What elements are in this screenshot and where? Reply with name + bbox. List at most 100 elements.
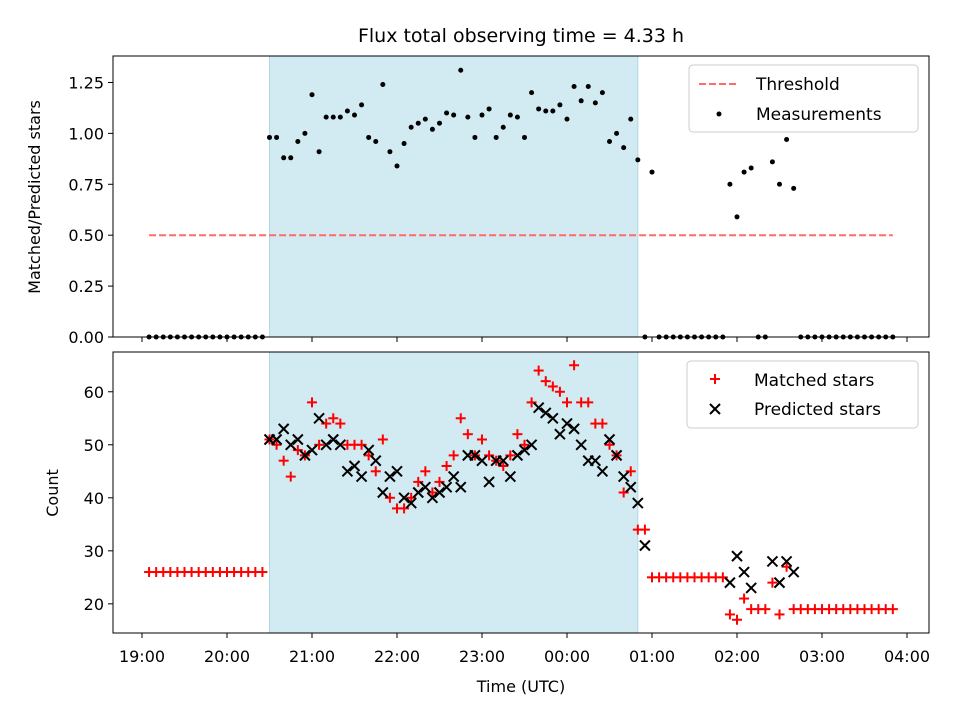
predicted-star-point	[299, 449, 311, 462]
measurement-point	[274, 134, 280, 140]
y-tick-label: 0.00	[68, 328, 104, 347]
measurement-point	[635, 157, 641, 163]
measurement-point	[578, 98, 584, 104]
matched-star-point	[420, 466, 431, 477]
measurement-point	[316, 149, 322, 155]
predicted-star-point	[433, 486, 446, 499]
matched-star-point	[547, 381, 558, 392]
matched-star-point	[413, 476, 424, 487]
matched-star-point	[562, 397, 572, 408]
predicted-star-point	[327, 433, 339, 446]
y-tick-label: 50	[84, 436, 104, 455]
measurement-point	[281, 155, 287, 161]
predicted-star-point	[348, 460, 361, 472]
y-tick-label: 0.75	[68, 175, 104, 194]
matched-star-point	[639, 524, 650, 535]
predicted-star-point	[511, 449, 524, 462]
predicted-star-point	[632, 497, 644, 509]
measurement-point	[741, 169, 747, 175]
matched-star-point	[732, 614, 742, 625]
matched-star-point	[314, 439, 325, 450]
predicted-star-point	[525, 439, 538, 451]
predicted-star-point	[568, 423, 580, 435]
predicted-star-point	[426, 492, 439, 504]
x-tick-label: 00:00	[544, 647, 590, 666]
matched-star-point	[484, 450, 495, 461]
matched-star-point	[427, 487, 438, 498]
measurement-point	[387, 149, 393, 155]
predicted-star-point	[731, 550, 743, 562]
predicted-star-point	[277, 423, 290, 435]
predicted-star-point	[455, 481, 467, 493]
predicted-star-point	[419, 481, 432, 493]
measurement-point	[352, 112, 357, 118]
matched-star-point	[377, 434, 388, 445]
measurement-point	[323, 114, 329, 120]
measurement-point	[529, 90, 535, 96]
predicted-star-point	[745, 582, 757, 594]
matched-star-point	[569, 360, 580, 371]
predicted-star-point	[625, 481, 637, 493]
matched-star-point	[554, 386, 565, 397]
matched-star-point	[519, 439, 530, 450]
measurement-point	[366, 134, 372, 140]
measurement-point	[592, 100, 598, 106]
predicted-star-point	[483, 476, 495, 488]
matched-star-point	[724, 609, 735, 620]
x-tick-label: 19:00	[119, 647, 165, 666]
measurement-point	[550, 108, 556, 114]
predicted-star-point	[384, 470, 396, 483]
measurement-point	[429, 126, 435, 132]
predicted-star-point	[773, 576, 786, 589]
predicted-star-point	[412, 486, 424, 499]
measurement-point	[599, 90, 605, 96]
matched-star-point	[285, 471, 296, 482]
predicted-star-point	[362, 444, 375, 456]
measurement-point	[628, 116, 634, 122]
observing-window-shade-top	[269, 55, 639, 338]
matched-star-point	[399, 503, 410, 514]
top-y-axis-label: Matched/Predicted stars	[25, 100, 44, 294]
matched-star-point	[335, 418, 346, 429]
bottom-axes-frame	[112, 351, 930, 634]
measurement-point	[571, 84, 577, 90]
matched-star-point	[321, 418, 332, 429]
matched-star-point	[604, 439, 615, 450]
y-tick-label: 40	[84, 489, 104, 508]
matched-star-point	[739, 593, 750, 604]
measurement-point	[295, 139, 301, 145]
measurement-point	[394, 163, 400, 169]
predicted-star-point	[738, 566, 750, 578]
y-tick-label: 30	[84, 542, 104, 561]
measurement-point	[791, 185, 797, 191]
matched-star-point	[462, 429, 473, 440]
bottom-panel: 20 30 40 50 60 19:00 20:00 21:00 22:00 23:00 00:0…	[43, 351, 930, 696]
x-tick-label: 01:00	[629, 647, 675, 666]
measurement-point	[337, 114, 343, 120]
legend-measurements-label: Measurements	[756, 105, 882, 125]
matched-star-point	[292, 445, 303, 456]
predicted-star-point	[405, 497, 417, 509]
predicted-star-point	[780, 555, 793, 568]
x-tick-label: 21:00	[289, 647, 335, 666]
observing-window	[269, 351, 639, 634]
predicted-star-point	[285, 439, 297, 451]
measurement-point	[422, 116, 428, 122]
measurement-point	[614, 130, 620, 136]
matched-star-point	[406, 492, 417, 503]
top-axes-frame	[112, 55, 930, 338]
matched-star-point	[477, 434, 487, 445]
measurement-point	[359, 102, 365, 108]
y-tick-label: 0.50	[68, 226, 104, 245]
predicted-stars-points	[263, 401, 800, 594]
predicted-star-point	[554, 428, 566, 440]
observing-window	[269, 55, 639, 338]
matched-star-point	[533, 365, 544, 376]
measurement-point	[585, 84, 591, 90]
predicted-star-point	[547, 412, 559, 424]
predicted-star-point	[617, 470, 630, 483]
matched-star-point	[505, 450, 516, 461]
measurement-point	[727, 181, 733, 187]
predicted-star-point	[306, 444, 318, 456]
bottom-y-ticks: 20 30 40 50 60	[84, 383, 113, 614]
